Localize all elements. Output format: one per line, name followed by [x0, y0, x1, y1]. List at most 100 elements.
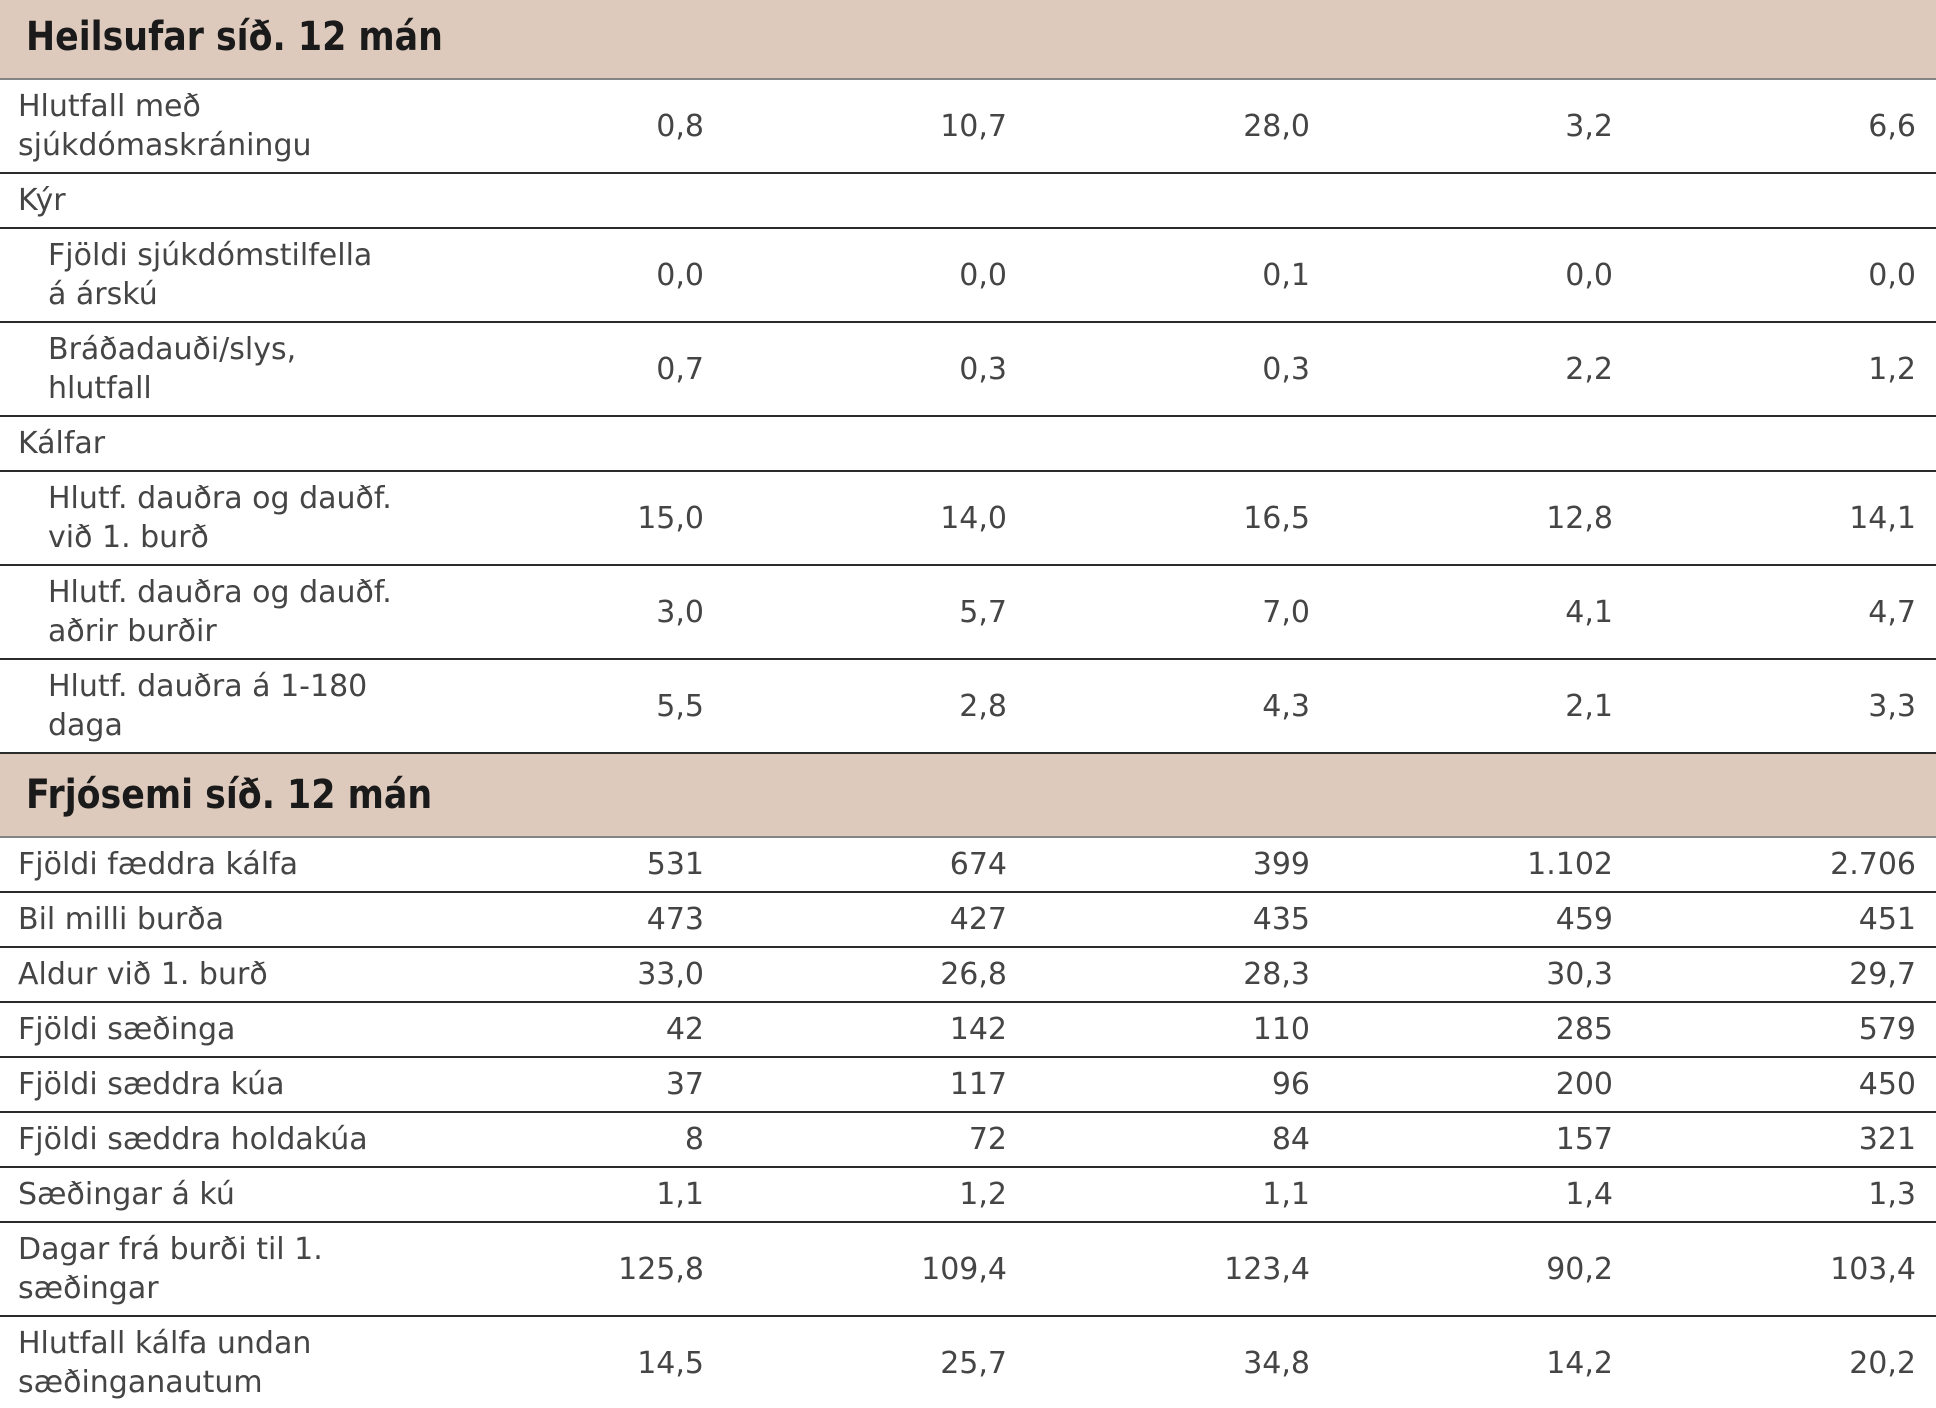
table-row: Fjöldi sjúkdómstilfella á árskú 0,0 0,0 … — [0, 228, 1936, 323]
cell-value: 142 — [724, 1002, 1027, 1058]
cell-value: 0,7 — [421, 322, 724, 417]
cell-value: 72 — [724, 1112, 1027, 1168]
cell-value: 0,0 — [421, 228, 724, 323]
row-label: Bil milli burða — [0, 892, 421, 948]
table-row: Hlutfall kálfa undan sæðinganautum 14,5 … — [0, 1316, 1936, 1408]
cell-value: 1,3 — [1633, 1167, 1936, 1223]
cell-value: 3,0 — [421, 565, 724, 660]
cell-value: 0,0 — [724, 228, 1027, 323]
table-row: Bil milli burða 473 427 435 459 451 — [0, 892, 1936, 948]
cell-value: 20,2 — [1633, 1316, 1936, 1408]
cell-value: 34,8 — [1027, 1316, 1330, 1408]
cell-value: 1,4 — [1330, 1167, 1633, 1223]
cell-value: 0,1 — [1027, 228, 1330, 323]
cell-value: 10,7 — [724, 79, 1027, 174]
table-row: Fjöldi fæddra kálfa 531 674 399 1.102 2.… — [0, 837, 1936, 893]
table-row: Bráðadauði/slys, hlutfall 0,7 0,3 0,3 2,… — [0, 322, 1936, 417]
cell-value: 674 — [724, 837, 1027, 893]
cell-value: 14,2 — [1330, 1316, 1633, 1408]
table-subheader-row: Kýr — [0, 173, 1936, 229]
table-row: Hlutfall með sjúkdómaskráningu 0,8 10,7 … — [0, 79, 1936, 174]
cell-value: 12,8 — [1330, 471, 1633, 566]
cell-value: 37 — [421, 1057, 724, 1113]
table-row: Fjöldi sæddra holdakúa 8 72 84 157 321 — [0, 1112, 1936, 1168]
cell-value: 1.102 — [1330, 837, 1633, 893]
table-row: Aldur við 1. burð 33,0 26,8 28,3 30,3 29… — [0, 947, 1936, 1003]
cell-value: 8 — [421, 1112, 724, 1168]
cell-value: 459 — [1330, 892, 1633, 948]
cell-value: 1,1 — [1027, 1167, 1330, 1223]
cell-value: 26,8 — [724, 947, 1027, 1003]
cell-value: 25,7 — [724, 1316, 1027, 1408]
table-row: Sæðingar á kú 1,1 1,2 1,1 1,4 1,3 — [0, 1167, 1936, 1223]
row-label: Hlutf. dauðra á 1-180 daga — [0, 659, 421, 754]
row-label: Hlutfall með sjúkdómaskráningu — [0, 79, 421, 174]
cell-value: 15,0 — [421, 471, 724, 566]
cell-value: 5,7 — [724, 565, 1027, 660]
cell-value: 110 — [1027, 1002, 1330, 1058]
cell-value: 2,8 — [724, 659, 1027, 754]
subsection-label: Kýr — [0, 173, 1936, 229]
section-title: Frjósemi síð. 12 mán — [26, 772, 433, 818]
cell-value: 109,4 — [724, 1222, 1027, 1317]
cell-value: 579 — [1633, 1002, 1936, 1058]
cell-value: 0,8 — [421, 79, 724, 174]
cell-value: 399 — [1027, 837, 1330, 893]
cell-value: 117 — [724, 1057, 1027, 1113]
cell-value: 90,2 — [1330, 1222, 1633, 1317]
cell-value: 14,1 — [1633, 471, 1936, 566]
subsection-label: Kálfar — [0, 416, 1936, 472]
cell-value: 14,0 — [724, 471, 1027, 566]
section-header-frjosemi: Frjósemi síð. 12 mán — [0, 753, 1936, 838]
cell-value: 2,2 — [1330, 322, 1633, 417]
cell-value: 5,5 — [421, 659, 724, 754]
cell-value: 4,7 — [1633, 565, 1936, 660]
cell-value: 531 — [421, 837, 724, 893]
table-row: Hlutf. dauðra og dauðf. við 1. burð 15,0… — [0, 471, 1936, 566]
cell-value: 2.706 — [1633, 837, 1936, 893]
cell-value: 14,5 — [421, 1316, 724, 1408]
cell-value: 42 — [421, 1002, 724, 1058]
cell-value: 7,0 — [1027, 565, 1330, 660]
cell-value: 450 — [1633, 1057, 1936, 1113]
cell-value: 84 — [1027, 1112, 1330, 1168]
cell-value: 1,2 — [1633, 322, 1936, 417]
table-subheader-row: Kálfar — [0, 416, 1936, 472]
table-row: Hlutf. dauðra á 1-180 daga 5,5 2,8 4,3 2… — [0, 659, 1936, 754]
cell-value: 96 — [1027, 1057, 1330, 1113]
cell-value: 4,1 — [1330, 565, 1633, 660]
cell-value: 435 — [1027, 892, 1330, 948]
cell-value: 125,8 — [421, 1222, 724, 1317]
cell-value: 33,0 — [421, 947, 724, 1003]
cell-value: 29,7 — [1633, 947, 1936, 1003]
table-row: Dagar frá burði til 1. sæðingar 125,8 10… — [0, 1222, 1936, 1317]
cell-value: 0,0 — [1330, 228, 1633, 323]
cell-value: 3,2 — [1330, 79, 1633, 174]
table-row: Fjöldi sæðinga 42 142 110 285 579 — [0, 1002, 1936, 1058]
cell-value: 0,0 — [1633, 228, 1936, 323]
cell-value: 103,4 — [1633, 1222, 1936, 1317]
row-label: Hlutf. dauðra og dauðf. við 1. burð — [0, 471, 421, 566]
cell-value: 200 — [1330, 1057, 1633, 1113]
cell-value: 1,2 — [724, 1167, 1027, 1223]
row-label: Fjöldi sæddra holdakúa — [0, 1112, 421, 1168]
row-label: Dagar frá burði til 1. sæðingar — [0, 1222, 421, 1317]
row-label: Fjöldi fæddra kálfa — [0, 837, 421, 893]
section-header-heilsufar: Heilsufar síð. 12 mán — [0, 0, 1936, 80]
cell-value: 473 — [421, 892, 724, 948]
cell-value: 6,6 — [1633, 79, 1936, 174]
cell-value: 2,1 — [1330, 659, 1633, 754]
row-label: Hlutf. dauðra og dauðf. aðrir burðir — [0, 565, 421, 660]
cell-value: 28,0 — [1027, 79, 1330, 174]
cell-value: 0,3 — [1027, 322, 1330, 417]
cell-value: 28,3 — [1027, 947, 1330, 1003]
cell-value: 4,3 — [1027, 659, 1330, 754]
cell-value: 157 — [1330, 1112, 1633, 1168]
cell-value: 3,3 — [1633, 659, 1936, 754]
row-label: Hlutfall kálfa undan sæðinganautum — [0, 1316, 421, 1408]
cell-value: 0,3 — [724, 322, 1027, 417]
table-row: Hlutf. dauðra og dauðf. aðrir burðir 3,0… — [0, 565, 1936, 660]
cell-value: 16,5 — [1027, 471, 1330, 566]
